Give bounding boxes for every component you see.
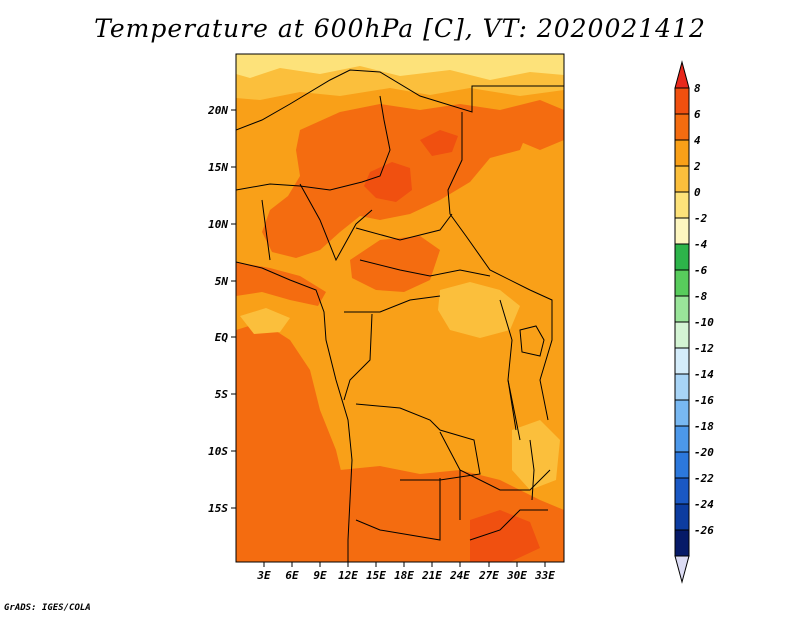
colorbar-swatch [674,503,690,531]
border-zambia [439,431,551,491]
colorbar-swatch [674,321,690,349]
colorbar-label: 8 [694,82,701,95]
lon-label: 21E [421,569,442,582]
colorbar-swatch [674,191,690,219]
lon-label: 24E [449,569,470,582]
coastline-west [236,261,353,562]
colorbar-label: -18 [694,420,714,433]
northern-pale-band [236,54,564,80]
border-nigeria [261,183,373,262]
border-namibia [355,470,461,541]
gulf-warm-patch [236,262,326,306]
sahel-hot-core-east [420,130,458,156]
colorbar-label: -6 [694,264,708,277]
colorbar-label: -14 [694,368,714,381]
country-borders [236,69,564,562]
lat-label: 15N [208,161,228,174]
lon-label: 18E [394,569,414,582]
lon-label: 12E [338,569,358,582]
colorbar-swatch [674,529,690,557]
lat-label: 5S [215,388,229,401]
lake-malawi [529,439,535,501]
northeast-warm-zone [500,100,564,150]
colorbar-label: -22 [694,472,714,485]
lat-label: EQ [215,331,229,344]
colorbar-label: -8 [694,290,708,303]
border-chad-sudan [447,112,531,291]
colorbar-swatch [674,347,690,375]
colorbar-swatch [674,113,690,141]
colorbar-swatch [674,425,690,453]
colorbar-label: -16 [694,394,714,407]
credit-footer: GrADS: IGES/COLA [4,603,91,613]
border-east-africa [529,289,553,421]
longitude-axis: 3E 6E 9E 12E 15E 18E 21E 24E 27E 30E 33E [256,562,555,582]
colorbar-label: -20 [694,446,714,459]
lat-label: 20N [207,104,228,117]
border-car [355,213,491,277]
southern-hot-patch [470,510,540,562]
temperature-field [236,54,564,562]
colorbar-label: 6 [694,108,701,121]
border-drc-east [499,299,517,431]
colorbar-bottom-arrow [674,555,690,584]
colorbar-label: -4 [694,238,708,251]
border-south [469,509,548,541]
central-warm-patch [350,236,440,292]
colorbar-swatch [674,399,690,427]
central-cool-patch [438,282,520,338]
colorbar-swatch [674,165,690,193]
colorbar-label: -10 [694,316,714,329]
lon-label: 3E [256,569,271,582]
border-angola [355,403,481,481]
colorbar-swatch [674,295,690,323]
map-frame [235,53,565,563]
colorbar-top-arrow [674,60,690,89]
colorbar-label: 2 [693,160,701,173]
colorbar-label: 0 [694,186,701,199]
colorbar-swatch [674,373,690,401]
lon-label: 6E [285,569,299,582]
lake-victoria [519,325,545,357]
colorbar-swatch [674,243,690,271]
border-sahel [236,95,391,191]
lat-label: 15S [208,502,228,515]
colorbar-label: -12 [694,342,714,355]
colorbar: 8 6 4 2 0 -2 -4 -6 -8 -10 -12 -14 -16 -18 -20 -22 -24 -26 [674,60,714,584]
border-north [236,69,564,131]
border-congo [343,295,441,401]
lat-label: 10N [208,218,228,231]
colorbar-swatch [674,139,690,167]
lon-label: 30E [506,569,527,582]
lon-label: 33E [534,569,555,582]
colorbar-swatch [674,87,690,115]
colorbar-label: -2 [694,212,708,225]
colorbar-swatch [674,217,690,245]
lat-label: 10S [208,445,228,458]
colorbar-swatch [674,451,690,479]
colorbar-label: -24 [694,498,714,511]
lake-tanganyika [507,379,521,441]
colorbar-label: -26 [694,524,714,537]
sahel-hot-core [364,162,412,202]
lat-label: 5N [215,275,229,288]
colorbar-label: 4 [694,134,701,147]
lon-label: 27E [478,569,499,582]
colorbar-swatch [674,477,690,505]
west-cool-patch [240,308,290,334]
west-coast-warm-zone [236,322,350,562]
map-title: Temperature at 600hPa [C], VT: 202002141… [94,14,706,43]
colorbar-swatch [674,269,690,297]
latitude-axis: 20N 15N 10N 5N EQ 5S 10S 15S [207,104,236,515]
lon-label: 15E [366,569,386,582]
lon-label: 9E [313,569,327,582]
